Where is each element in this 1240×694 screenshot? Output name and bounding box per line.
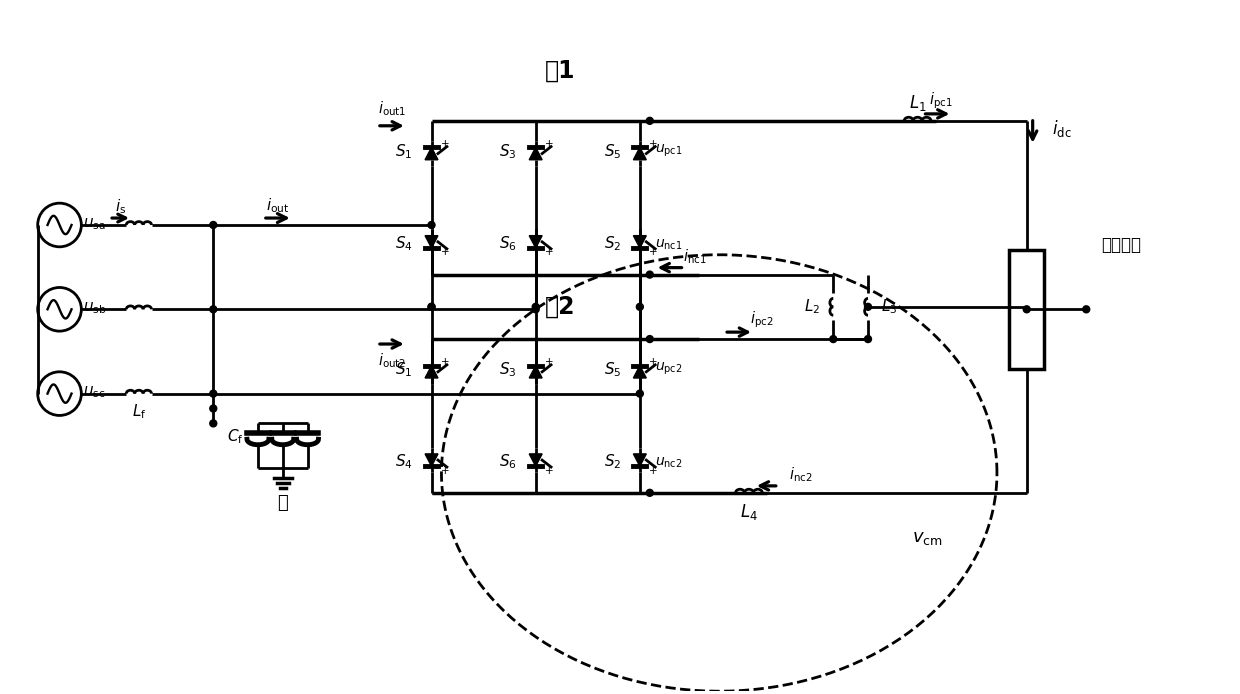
Circle shape [210, 405, 217, 412]
Text: $L_1$: $L_1$ [909, 93, 926, 113]
Text: $u_{\rm nc1}$: $u_{\rm nc1}$ [655, 237, 682, 252]
Text: $+$: $+$ [440, 138, 450, 149]
Text: $S_1$: $S_1$ [396, 142, 413, 161]
Text: $S_4$: $S_4$ [394, 452, 413, 471]
Text: $u_{\rm pc1}$: $u_{\rm pc1}$ [655, 142, 682, 159]
Text: $+$: $+$ [544, 464, 554, 475]
Text: 虚拟中点: 虚拟中点 [1101, 236, 1141, 254]
Text: $L_{\rm f}$: $L_{\rm f}$ [131, 402, 146, 421]
Text: $i_{\rm nc1}$: $i_{\rm nc1}$ [682, 247, 707, 266]
Text: $S_3$: $S_3$ [500, 360, 517, 379]
Polygon shape [425, 236, 438, 248]
Text: $i_{\rm out2}$: $i_{\rm out2}$ [378, 352, 405, 370]
Circle shape [210, 390, 217, 397]
Circle shape [864, 336, 872, 343]
Text: $i_{\rm pc2}$: $i_{\rm pc2}$ [750, 309, 774, 330]
Circle shape [646, 271, 653, 278]
Text: $i_{\rm s}$: $i_{\rm s}$ [115, 198, 126, 217]
Text: $+$: $+$ [440, 246, 450, 257]
Text: $+$: $+$ [544, 357, 554, 367]
Text: $S_6$: $S_6$ [498, 452, 517, 471]
Text: $v_{\rm cm}$: $v_{\rm cm}$ [913, 530, 942, 548]
Circle shape [1083, 306, 1090, 313]
Text: $L_3$: $L_3$ [880, 298, 898, 316]
Text: $i_{\rm out}$: $i_{\rm out}$ [267, 197, 289, 215]
Text: $+$: $+$ [649, 357, 658, 367]
Circle shape [830, 336, 837, 343]
Polygon shape [529, 236, 542, 248]
Text: $S_5$: $S_5$ [604, 360, 621, 379]
Text: $+$: $+$ [649, 138, 658, 149]
Text: $S_2$: $S_2$ [604, 235, 621, 253]
Text: $L_2$: $L_2$ [805, 298, 821, 316]
Text: $+$: $+$ [544, 138, 554, 149]
Polygon shape [529, 366, 542, 378]
Text: $i_{\rm out1}$: $i_{\rm out1}$ [378, 99, 405, 118]
Text: $u_{\rm sa}$: $u_{\rm sa}$ [83, 216, 107, 232]
Circle shape [532, 306, 539, 313]
Text: $u_{\rm sb}$: $u_{\rm sb}$ [83, 301, 107, 316]
Text: 地: 地 [278, 493, 288, 511]
Text: $+$: $+$ [440, 464, 450, 475]
Circle shape [210, 420, 217, 427]
Text: $i_{\rm nc2}$: $i_{\rm nc2}$ [789, 466, 812, 484]
Polygon shape [529, 454, 542, 466]
Polygon shape [425, 454, 438, 466]
Text: $+$: $+$ [649, 464, 658, 475]
Circle shape [428, 221, 435, 228]
Text: $S_1$: $S_1$ [396, 360, 413, 379]
Circle shape [210, 306, 217, 313]
Circle shape [646, 489, 653, 496]
Polygon shape [634, 454, 646, 466]
Text: $S_3$: $S_3$ [500, 142, 517, 161]
Polygon shape [425, 147, 438, 160]
Text: $u_{\rm nc2}$: $u_{\rm nc2}$ [655, 456, 682, 471]
Text: $S_2$: $S_2$ [604, 452, 621, 471]
Circle shape [428, 303, 435, 310]
Text: $u_{\rm pc2}$: $u_{\rm pc2}$ [655, 361, 682, 377]
Polygon shape [634, 366, 646, 378]
Circle shape [636, 390, 644, 397]
Circle shape [428, 303, 435, 310]
Text: $L_4$: $L_4$ [740, 502, 758, 522]
Text: 桥2: 桥2 [546, 294, 575, 319]
Text: $+$: $+$ [544, 246, 554, 257]
Circle shape [864, 303, 872, 310]
Text: $S_5$: $S_5$ [604, 142, 621, 161]
Circle shape [646, 336, 653, 343]
Circle shape [636, 303, 644, 310]
Polygon shape [425, 366, 438, 378]
Polygon shape [634, 236, 646, 248]
Polygon shape [529, 147, 542, 160]
Circle shape [1023, 306, 1030, 313]
Text: $S_4$: $S_4$ [394, 235, 413, 253]
Text: $+$: $+$ [649, 246, 658, 257]
Text: $S_6$: $S_6$ [498, 235, 517, 253]
Circle shape [646, 117, 653, 124]
Text: $C_{\rm f}$: $C_{\rm f}$ [227, 427, 244, 446]
Text: 桥1: 桥1 [546, 59, 575, 83]
Circle shape [532, 303, 539, 310]
Text: $i_{\rm pc1}$: $i_{\rm pc1}$ [929, 91, 952, 111]
Polygon shape [634, 147, 646, 160]
Text: $u_{\rm sc}$: $u_{\rm sc}$ [83, 384, 105, 400]
Text: $+$: $+$ [440, 357, 450, 367]
Text: $i_{\rm dc}$: $i_{\rm dc}$ [1052, 118, 1071, 139]
Circle shape [210, 221, 217, 228]
